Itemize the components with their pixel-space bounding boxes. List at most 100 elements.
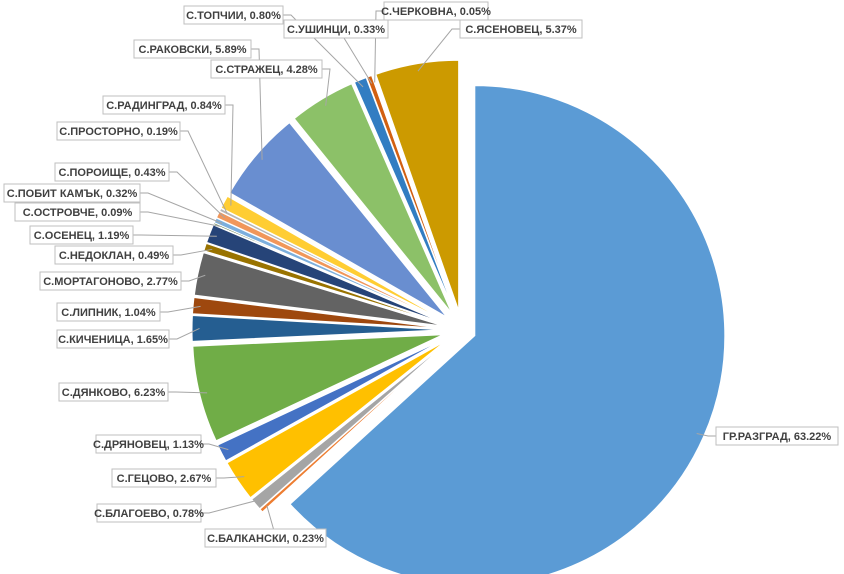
leader-line xyxy=(169,328,200,340)
data-label-text: С.ПОБИТ КАМЪК, 0.32% xyxy=(7,188,138,200)
leader-line xyxy=(251,48,263,160)
data-label: С.ДРЯНОВЕЦ, 1.13% xyxy=(93,434,204,454)
data-label-box xyxy=(29,225,134,245)
leader-line xyxy=(225,104,234,206)
leader-line xyxy=(140,192,223,224)
data-label-text: С.ПРОСТОРНО, 0.19% xyxy=(59,126,178,138)
leader-line xyxy=(283,14,364,88)
data-label: ГР.РАЗГРАД, 63.22% xyxy=(715,426,839,446)
pie-slice xyxy=(218,207,445,322)
pie-slice xyxy=(353,76,455,312)
leader-line xyxy=(417,28,460,72)
data-label-text: С.ТОПЧИИ, 0.80% xyxy=(186,10,281,22)
pie-slice xyxy=(375,59,460,311)
data-label-box xyxy=(204,528,327,548)
data-label: С.ПОБИТ КАМЪК, 0.32% xyxy=(3,183,141,203)
leader-line xyxy=(322,68,331,106)
data-label: С.СТРАЖЕЦ, 4.28% xyxy=(210,59,323,79)
leader-line xyxy=(201,443,229,451)
data-label-text: ГР.РАЗГРАД, 63.22% xyxy=(723,431,832,443)
data-label-box xyxy=(96,503,202,523)
pie-slice xyxy=(192,334,443,442)
data-label-box xyxy=(95,434,202,454)
pie-slice xyxy=(193,252,443,327)
pie-slice xyxy=(289,85,726,574)
data-label-box xyxy=(133,39,252,59)
data-label-text: С.МОРТАГОНОВО, 2.77% xyxy=(43,276,178,288)
data-label-text: С.ОСЕНЕЦ, 1.19% xyxy=(34,230,130,242)
data-label: С.ЛИПНИК, 1.04% xyxy=(56,302,161,322)
data-label: С.БАЛКАНСКИ, 0.23% xyxy=(204,528,327,548)
leader-line xyxy=(140,211,221,227)
data-label: С.ГЕЦОВО, 2.67% xyxy=(111,468,217,488)
data-label-box xyxy=(383,1,489,21)
data-label-box xyxy=(111,468,217,488)
data-label-text: С.БЛАГОЕВО, 0.78% xyxy=(94,508,204,520)
pie-slice xyxy=(371,74,456,312)
data-label: С.РАДИНГРАД, 0.84% xyxy=(102,95,226,115)
data-label: С.БЛАГОЕВО, 0.78% xyxy=(94,503,204,523)
data-label-box xyxy=(56,121,181,141)
data-label-text: С.ДЯНКОВО, 6.23% xyxy=(62,387,166,399)
data-label: С.НЕДОКЛАН, 0.49% xyxy=(54,245,174,265)
data-label-box xyxy=(715,426,839,446)
leader-line xyxy=(168,391,208,394)
data-label-text: С.ПОРОИЩЕ, 0.43% xyxy=(59,167,166,179)
leader-line xyxy=(216,476,245,479)
leader-line xyxy=(133,234,217,237)
data-label-box xyxy=(54,162,170,182)
data-label: С.ДЯНКОВО, 6.23% xyxy=(58,382,169,402)
data-label-text: С.НЕДОКЛАН, 0.49% xyxy=(59,250,170,262)
pie-slice xyxy=(251,342,448,510)
pie-slice xyxy=(293,83,453,314)
data-label-box xyxy=(459,19,583,39)
data-label-text: С.КИЧЕНИЦА, 1.65% xyxy=(58,334,168,346)
data-label-text: С.ЛИПНИК, 1.04% xyxy=(61,307,156,319)
data-label-text: С.УШИНЦИ, 0.33% xyxy=(287,24,385,36)
data-label-box xyxy=(3,183,141,203)
data-label-text: С.БАЛКАНСКИ, 0.23% xyxy=(207,533,324,545)
data-label: С.РАКОВСКИ, 5.89% xyxy=(133,39,252,59)
data-label-box xyxy=(283,19,389,39)
leader-line xyxy=(180,130,228,214)
data-label: С.ЯСЕНОВЕЦ, 5.37% xyxy=(459,19,583,39)
data-label-text: С.ОСТРОВЧЕ, 0.09% xyxy=(23,207,133,219)
leader-line xyxy=(336,37,373,84)
data-label-box xyxy=(102,95,226,115)
data-label: С.ОСЕНЕЦ, 1.19% xyxy=(29,225,134,245)
data-label-box xyxy=(39,271,182,291)
leader-line xyxy=(201,498,262,514)
pie-slice xyxy=(229,122,448,318)
data-label-text: С.ГЕЦОВО, 2.67% xyxy=(117,473,212,485)
pie-slice xyxy=(217,338,445,462)
leader-line xyxy=(169,171,226,219)
data-label: С.ПОРОИЩЕ, 0.43% xyxy=(54,162,170,182)
leader-line xyxy=(696,433,716,437)
data-label-text: С.РАДИНГРАД, 0.84% xyxy=(106,100,222,112)
data-label-text: С.РАКОВСКИ, 5.89% xyxy=(139,44,247,56)
pie-slice xyxy=(220,195,445,321)
data-label-text: С.ДРЯНОВЕЦ, 1.13% xyxy=(93,439,204,451)
leader-line xyxy=(265,505,275,530)
data-label-box xyxy=(183,5,284,25)
leader-line xyxy=(173,248,213,256)
data-label: С.МОРТАГОНОВО, 2.77% xyxy=(39,271,182,291)
data-labels: ГР.РАЗГРАД, 63.22% С.БАЛКАНСКИ, 0.23% С.БЛ… xyxy=(3,1,839,548)
data-label: С.УШИНЦИ, 0.33% xyxy=(283,19,389,39)
data-label: С.ЧЕРКОВНА, 0.05% xyxy=(381,1,491,21)
leader-line xyxy=(374,10,384,83)
pie-slice xyxy=(226,340,446,499)
data-label-box xyxy=(210,59,323,79)
leader-line xyxy=(181,274,206,282)
data-label-text: С.ЧЕРКОВНА, 0.05% xyxy=(381,6,491,18)
data-label-box xyxy=(58,382,169,402)
data-label-box xyxy=(56,302,161,322)
data-label: С.ТОПЧИИ, 0.80% xyxy=(183,5,284,25)
pie-slices xyxy=(191,59,726,574)
data-label: С.КИЧЕНИЦА, 1.65% xyxy=(56,329,170,349)
pie-slice xyxy=(259,343,448,513)
leader-line xyxy=(160,305,201,313)
pie-slice xyxy=(191,314,443,342)
data-label-box xyxy=(56,329,170,349)
